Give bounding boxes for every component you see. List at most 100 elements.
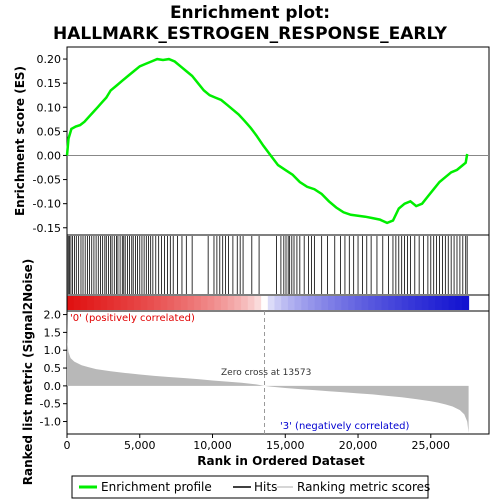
heat-bar-segment: [388, 296, 396, 310]
heat-bar-segment: [207, 296, 215, 310]
heat-bar-segment: [321, 296, 329, 310]
heat-bar-segment: [241, 296, 249, 310]
heat-bar-segment: [307, 296, 316, 310]
heat-bar-segment: [254, 296, 262, 310]
hits-frame: [66, 234, 490, 296]
heat-bar-segment: [441, 296, 450, 310]
heat-bar-segment: [401, 296, 409, 310]
heat-bar-segment: [261, 296, 269, 310]
legend: Enrichment profile Hits Ranking metric s…: [71, 475, 430, 499]
heat-bar-segment: [80, 296, 88, 310]
heat-bar-segment: [120, 296, 128, 310]
metric-y-tick-label: -0.5: [40, 398, 61, 411]
heat-bar-segment: [334, 296, 342, 310]
heat-bar-segment: [435, 296, 443, 310]
es-y-tick-label: -0.05: [33, 174, 61, 187]
heat-bar-segment: [154, 296, 162, 310]
heat-bar-segment: [93, 296, 101, 310]
heat-bar-segment: [348, 296, 356, 310]
heat-bar-segment: [267, 296, 276, 310]
heat-bar-segment: [368, 296, 376, 310]
x-tick-label: 5,000: [124, 439, 156, 452]
es-y-tick-label: 0.00: [37, 149, 62, 162]
es-panel: -0.15 -0.10 -0.05 0.00 0.05 0.10 0.15 0.20 Enri…: [13, 46, 490, 236]
rank-heat-bar: [67, 296, 470, 310]
es-plot-frame: [66, 46, 490, 236]
heat-bar-segment: [107, 296, 115, 310]
metric-y-tick-label: 1.5: [44, 326, 62, 339]
heat-bar-segment: [394, 296, 403, 310]
chart-title-line-1: Enrichment plot:: [170, 3, 330, 23]
heat-bar-segment: [87, 296, 95, 310]
heat-bar-segment: [455, 296, 463, 310]
es-y-tick-label: 0.15: [37, 77, 62, 90]
heat-bar-segment: [227, 296, 235, 310]
metric-y-ticks: -1.0 -0.5 0.0 0.5 1.0 1.5 2.0: [40, 309, 67, 429]
hits-lines: [66, 236, 468, 294]
heat-bar-segment: [220, 296, 229, 310]
heat-bar-segment: [200, 296, 209, 310]
heat-bar-segment: [214, 296, 222, 310]
heat-bar-segment: [354, 296, 363, 310]
es-series-line: [65, 57, 469, 225]
heat-bar-segment: [113, 296, 122, 310]
metric-plot-frame: [66, 310, 490, 435]
heat-bar-segment: [167, 296, 175, 310]
heat-bar-segment: [274, 296, 282, 310]
heat-bar-segment: [408, 296, 416, 310]
heat-bar-segment: [341, 296, 349, 310]
metric-y-axis-label: Ranked list metric (Signal2Noise): [21, 259, 35, 486]
positive-correlation-label: '0' (positively correlated): [70, 313, 195, 324]
heat-bar-segment: [361, 296, 369, 310]
es-y-tick-label: -0.10: [33, 198, 61, 211]
heat-bar-segment: [67, 296, 75, 310]
es-y-tick-label: 0.20: [37, 53, 62, 66]
metric-y-tick-label: 0.5: [44, 362, 62, 375]
x-tick-label: 25,000: [412, 439, 451, 452]
x-tick-label: 20,000: [339, 439, 378, 452]
heat-bar-segment: [73, 296, 81, 310]
heat-bar-segment: [314, 296, 322, 310]
hits-panel: [66, 234, 490, 296]
heat-bar-segment: [281, 296, 289, 310]
heat-bar-segment: [415, 296, 423, 310]
metric-y-tick-label: 1.0: [44, 344, 62, 357]
heat-bar-segment: [194, 296, 202, 310]
heat-bar-segment: [127, 296, 135, 310]
negative-correlation-label: '3' (negatively correlated): [280, 421, 409, 432]
x-tick-label: 0: [64, 439, 71, 452]
metric-panel: -1.0 -0.5 0.0 0.5 1.0 1.5 2.0 '0' (positively …: [21, 259, 490, 486]
legend-label-ranking-metric-scores: Ranking metric scores: [297, 480, 430, 494]
heat-bar-segment: [428, 296, 436, 310]
heat-bar-segment: [140, 296, 148, 310]
heat-bar-segment: [294, 296, 302, 310]
metric-y-tick-label: 0.0: [44, 380, 62, 393]
legend-label-hits: Hits: [254, 480, 277, 494]
x-axis-ticks: 0 5,000 10,000 15,000 20,000 25,000: [64, 434, 451, 452]
es-y-ticks: -0.15 -0.10 -0.05 0.00 0.05 0.10 0.15 0.20: [33, 53, 67, 235]
heat-bar-segment: [174, 296, 182, 310]
metric-y-tick-label: 2.0: [44, 309, 62, 322]
heat-bar-segment: [147, 296, 155, 310]
heat-bar-segment: [247, 296, 255, 310]
heat-bar-segment: [180, 296, 188, 310]
heat-bar-segment: [133, 296, 142, 310]
heat-bar-segment: [287, 296, 296, 310]
heat-bar-segment: [160, 296, 168, 310]
x-axis-label: Rank in Ordered Dataset: [197, 454, 365, 468]
heat-bar-segment: [461, 296, 470, 310]
es-y-axis-label: Enrichment score (ES): [13, 66, 27, 216]
metric-y-tick-label: -1.0: [40, 416, 61, 429]
es-y-tick-label: -0.15: [33, 222, 61, 235]
heat-bar-segment: [328, 296, 336, 310]
heat-bar-segment: [301, 296, 309, 310]
heat-bar-segment: [448, 296, 456, 310]
heat-bar-segment: [234, 296, 242, 310]
heat-bar-segment: [187, 296, 195, 310]
x-tick-label: 10,000: [193, 439, 232, 452]
zero-cross-label: Zero cross at 13573: [221, 368, 311, 378]
x-tick-label: 15,000: [266, 439, 305, 452]
es-y-tick-label: 0.10: [37, 101, 62, 114]
chart-title-line-2: HALLMARK_ESTROGEN_RESPONSE_EARLY: [53, 24, 448, 44]
